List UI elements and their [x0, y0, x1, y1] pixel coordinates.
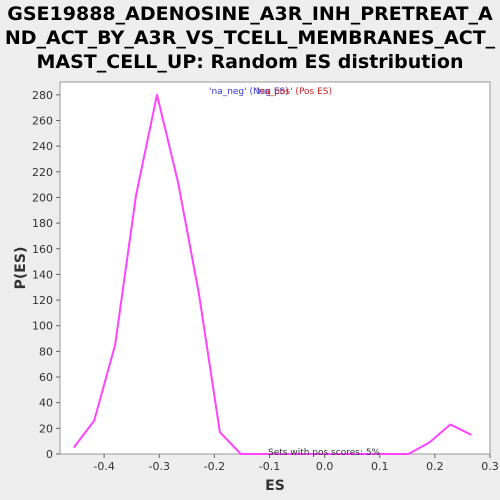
chart-title-line-2: ND_ACT_BY_A3R_VS_TCELL_MEMBRANES_ACT_ [4, 27, 496, 49]
plot-area [59, 81, 491, 455]
y-tick-label: 180 [32, 217, 53, 230]
y-tick-label: 200 [32, 191, 53, 204]
y-tick-label: 60 [39, 371, 53, 384]
y-axis-ticks: 0 20 40 60 80 100 120 140 160 180 200 220 240 260 280 [32, 89, 60, 461]
chart-title-line-3: MAST_CELL_UP: Random ES distribution [36, 51, 464, 73]
chart-title: GSE19888_ADENOSINE_A3R_INH_PRETREAT_A ND… [0, 2, 500, 74]
y-tick-label: 100 [32, 320, 53, 333]
x-tick-label: -0.4 [93, 460, 114, 473]
series-lines [73, 93, 472, 455]
y-tick-label: 240 [32, 140, 53, 153]
x-tick-label: -0.3 [148, 460, 169, 473]
pos-scores-annotation: Sets with pos scores: 5% [268, 448, 381, 458]
es-distribution-line [73, 93, 472, 455]
y-tick-label: 160 [32, 243, 53, 256]
x-tick-label: 0.0 [316, 460, 334, 473]
x-tick-label: 0.2 [426, 460, 444, 473]
legend-neg-label: 'na_neg' (Neg ES) [209, 87, 289, 97]
y-tick-label: 260 [32, 114, 53, 127]
y-axis-label: P(ES) [13, 247, 29, 290]
x-axis-label: ES [265, 478, 285, 494]
y-tick-label: 140 [32, 268, 53, 281]
x-tick-label: 0.1 [371, 460, 389, 473]
chart-title-line-1: GSE19888_ADENOSINE_A3R_INH_PRETREAT_A [7, 3, 493, 25]
legend-pos-label: 'na_pos' (Pos ES) [256, 87, 332, 97]
y-tick-label: 220 [32, 166, 53, 179]
y-tick-label: 80 [39, 345, 53, 358]
y-tick-label: 0 [46, 448, 53, 461]
x-axis-ticks: -0.4 -0.3 -0.2 -0.1 0.0 0.1 0.2 0.3 [93, 454, 499, 473]
y-tick-label: 20 [39, 422, 53, 435]
x-tick-label: -0.2 [204, 460, 225, 473]
x-tick-label: -0.1 [259, 460, 280, 473]
y-tick-label: 120 [32, 294, 53, 307]
y-tick-label: 40 [39, 397, 53, 410]
x-tick-label: 0.3 [481, 460, 499, 473]
y-tick-label: 280 [32, 89, 53, 102]
